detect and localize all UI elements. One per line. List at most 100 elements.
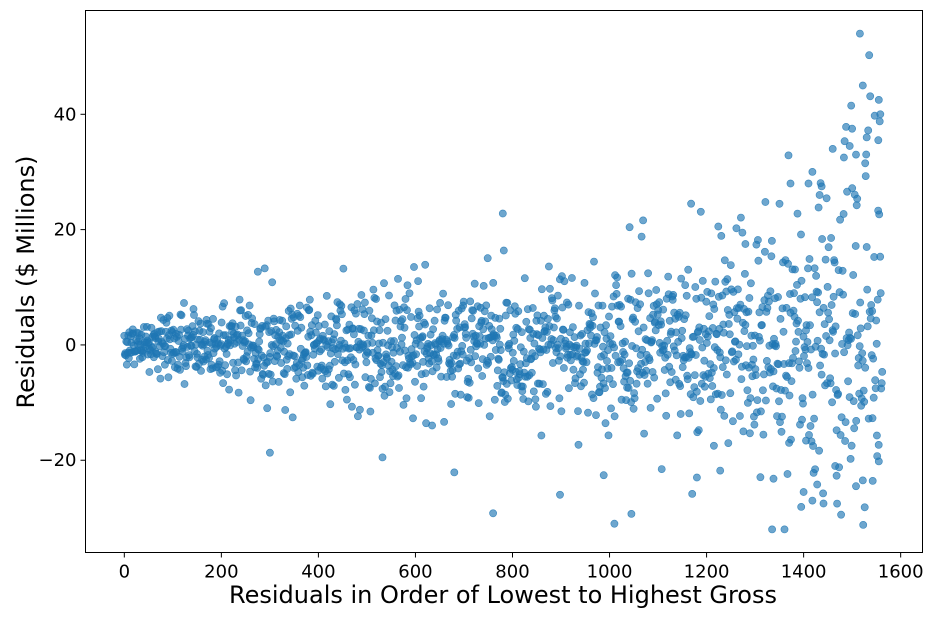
data-point [765, 297, 773, 306]
data-point [861, 363, 870, 372]
y-tick-label: −20 [39, 450, 77, 471]
data-point [378, 453, 387, 462]
data-point [846, 454, 855, 463]
data-point [876, 252, 885, 261]
data-point [806, 422, 815, 430]
data-point [825, 336, 834, 345]
data-point [639, 216, 647, 225]
data-point [677, 274, 686, 283]
data-point [341, 385, 350, 394]
data-point [844, 377, 852, 386]
data-point [300, 381, 309, 390]
data-point [452, 316, 461, 325]
data-point [816, 361, 824, 370]
data-point [514, 307, 523, 316]
data-point [221, 361, 229, 370]
data-point [826, 379, 835, 388]
data-point [375, 326, 384, 335]
data-point [749, 341, 757, 350]
data-point [360, 298, 369, 307]
x-tick-label: 1200 [684, 562, 730, 583]
data-point [637, 232, 646, 241]
data-point [640, 429, 648, 438]
data-point [669, 290, 678, 299]
data-point [861, 159, 870, 168]
data-point [266, 349, 275, 357]
data-point [417, 394, 425, 403]
data-point [440, 417, 448, 426]
data-point [342, 395, 351, 404]
data-point [589, 394, 598, 402]
data-point [860, 503, 869, 512]
data-point [197, 366, 205, 375]
data-point [419, 382, 428, 391]
data-point [374, 351, 383, 360]
data-point [820, 350, 828, 359]
data-point [786, 179, 795, 188]
data-point [779, 327, 788, 336]
data-point [237, 366, 246, 375]
data-point [627, 269, 636, 278]
data-point [318, 374, 327, 383]
data-point [432, 363, 441, 372]
data-point [694, 426, 703, 434]
data-point [244, 329, 253, 338]
data-point [851, 310, 860, 318]
data-point [833, 499, 841, 508]
data-point [612, 281, 620, 289]
data-point [569, 365, 578, 374]
data-point [632, 379, 641, 388]
data-point [738, 228, 747, 237]
data-point [832, 426, 841, 435]
y-axis-ticks: −20 0 20 40 [39, 104, 86, 471]
data-point [737, 213, 745, 222]
data-point [246, 367, 254, 376]
data-point [496, 346, 505, 354]
data-point [496, 324, 505, 333]
data-point [754, 236, 762, 244]
data-point [421, 260, 430, 269]
data-point [205, 354, 213, 362]
data-point [398, 315, 407, 323]
data-point [681, 281, 690, 289]
data-point [583, 346, 591, 355]
data-point [601, 384, 609, 392]
y-axis-title: Residuals ($ Millions) [12, 156, 40, 409]
data-point [802, 436, 810, 445]
points-layer [120, 29, 887, 534]
data-point [268, 278, 277, 287]
data-point [287, 330, 296, 339]
data-point [830, 258, 839, 267]
data-point [593, 333, 601, 341]
data-point [351, 360, 360, 369]
data-point [156, 374, 165, 383]
data-point [480, 340, 489, 349]
data-point [650, 373, 659, 382]
data-point [769, 474, 778, 483]
data-point [390, 337, 398, 345]
data-point [723, 275, 732, 284]
data-point [527, 368, 536, 377]
data-point [823, 282, 832, 291]
data-point [775, 199, 784, 208]
data-point [611, 351, 620, 360]
data-point [185, 353, 194, 362]
data-point [220, 299, 228, 308]
data-point [643, 379, 652, 388]
data-point [825, 315, 833, 324]
data-point [592, 411, 600, 419]
data-point [693, 473, 701, 482]
data-point [495, 314, 504, 323]
data-point [253, 363, 262, 372]
data-point [824, 243, 833, 252]
data-point [219, 379, 227, 387]
data-point [610, 343, 618, 352]
data-point [858, 476, 867, 485]
data-point [580, 278, 589, 287]
data-point [849, 271, 858, 279]
data-point [657, 320, 666, 329]
data-point [283, 339, 292, 348]
data-point [808, 167, 817, 176]
data-point [209, 314, 217, 323]
data-point [877, 379, 886, 388]
